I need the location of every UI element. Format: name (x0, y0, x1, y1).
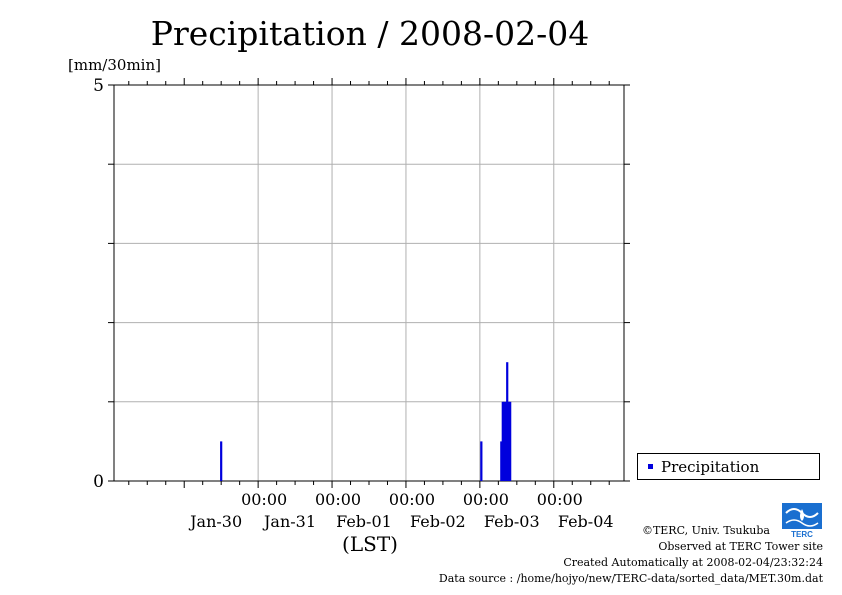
y-tick-label: 0 (93, 472, 104, 492)
x-tick-date-label: Jan-30 (188, 512, 242, 531)
precip-bar (500, 441, 503, 481)
x-tick-time-label: 00:00 (241, 490, 287, 509)
credit-data-source: Data source : /home/hojyo/new/TERC-data/… (438, 572, 823, 585)
credit-observed-site: Observed at TERC Tower site (658, 540, 823, 553)
logo-text: TERC (791, 530, 813, 539)
precip-bar (220, 441, 223, 481)
credit-copyright: ©TERC, Univ. Tsukuba (641, 524, 770, 537)
legend: Precipitation (637, 453, 820, 480)
precip-bar (509, 401, 512, 481)
precip-bar (480, 441, 483, 481)
x-tick-date-label: Feb-02 (410, 512, 466, 531)
x-tick-date-label: Feb-04 (558, 512, 614, 531)
precip-bar (507, 401, 510, 481)
precip-bar (504, 401, 507, 481)
precip-bar (506, 362, 509, 481)
chart-title: Precipitation / 2008-02-04 (150, 14, 590, 53)
legend-swatch (648, 464, 653, 469)
x-tick-time-label: 00:00 (537, 490, 583, 509)
x-axis-label: (LST) (342, 532, 398, 556)
precip-bar (501, 401, 504, 481)
plot-frame (113, 84, 625, 482)
legend-label: Precipitation (661, 457, 760, 476)
credit-created-time: Created Automatically at 2008-02-04/23:3… (563, 556, 823, 569)
terc-logo-icon: TERC (782, 503, 822, 539)
x-tick-date-label: Feb-01 (336, 512, 392, 531)
x-tick-date-label: Jan-31 (262, 512, 316, 531)
x-tick-time-label: 00:00 (389, 490, 435, 509)
precip-bar (503, 401, 506, 481)
x-tick-time-label: 00:00 (463, 490, 509, 509)
x-tick-date-label: Feb-03 (484, 512, 540, 531)
x-tick-time-label: 00:00 (315, 490, 361, 509)
y-tick-label: 5 (93, 76, 104, 96)
y-axis-unit-label: [mm/30min] (68, 56, 161, 74)
